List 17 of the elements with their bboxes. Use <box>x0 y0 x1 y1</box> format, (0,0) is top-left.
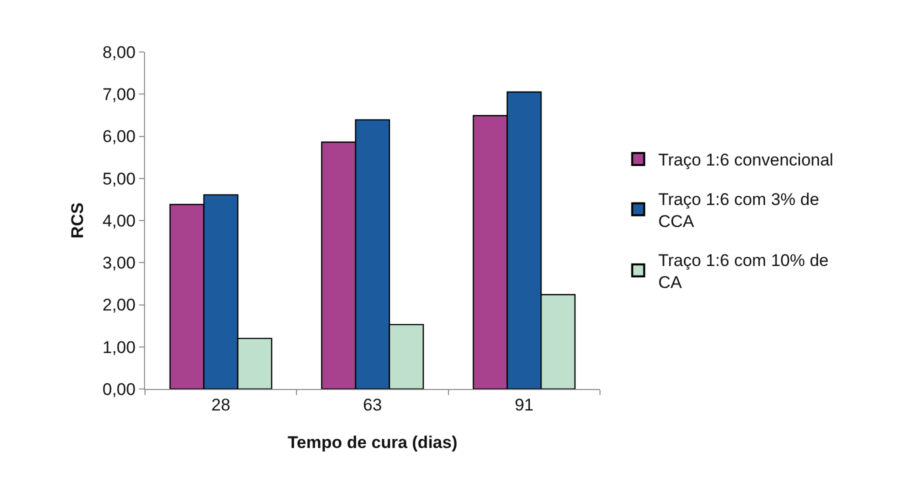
y-tick-label: 4,00 <box>102 211 136 230</box>
y-tick-label: 3,00 <box>102 254 136 273</box>
x-tick-label: 63 <box>363 395 382 414</box>
y-tick-label: 7,00 <box>102 85 136 104</box>
y-tick-label: 6,00 <box>102 127 136 146</box>
y-axis-title: RCS <box>68 202 88 238</box>
y-tick-label: 0,00 <box>102 380 136 399</box>
x-axis-title: Tempo de cura (dias) <box>288 432 458 452</box>
legend-label: Traço 1:6 com 3% de CCA <box>658 190 820 231</box>
legend-label: Traço 1:6 convencional <box>658 150 834 170</box>
y-tick-label: 2,00 <box>102 296 136 315</box>
y-tick-label: 1,00 <box>102 338 136 357</box>
legend-label: Traço 1:6 com 10% de CA <box>658 250 829 292</box>
x-tick-label: 28 <box>211 395 230 414</box>
x-tick-label: 91 <box>514 395 534 414</box>
y-tick-label: 8,00 <box>102 42 136 62</box>
y-tick-label: 5,00 <box>102 169 136 188</box>
